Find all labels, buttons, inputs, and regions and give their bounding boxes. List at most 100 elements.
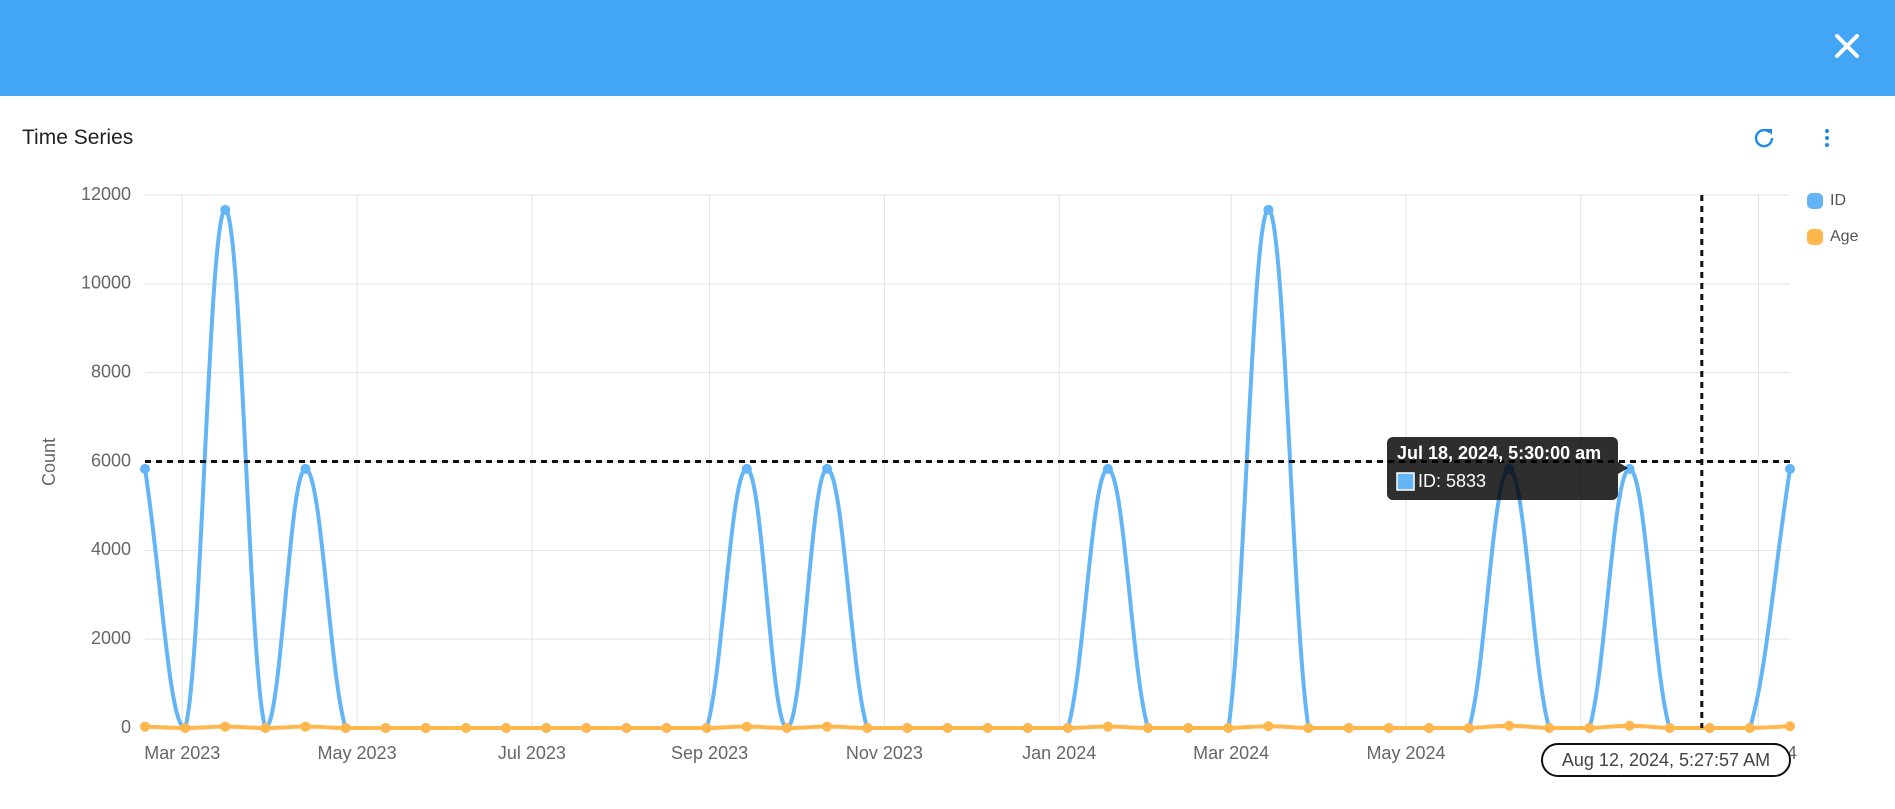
data-point (661, 723, 672, 733)
x-tick-label: Mar 2023 (144, 743, 220, 763)
data-point (621, 723, 632, 733)
y-tick-label: 4000 (91, 539, 131, 559)
data-point (460, 723, 471, 733)
data-point (781, 723, 792, 733)
menu-button[interactable] (1815, 126, 1839, 150)
data-point (621, 723, 632, 733)
data-point (1223, 723, 1234, 733)
data-point (741, 721, 752, 732)
data-point (1343, 723, 1354, 733)
data-point (1223, 723, 1234, 733)
data-point (1183, 723, 1194, 733)
data-point (1584, 723, 1595, 733)
data-point (1183, 723, 1194, 733)
data-point (1544, 723, 1555, 733)
data-point (942, 723, 953, 733)
data-point (340, 723, 351, 733)
x-tick-label: May 2024 (1366, 743, 1445, 763)
data-point (781, 723, 792, 733)
data-point (1102, 463, 1113, 474)
data-point (1464, 723, 1475, 733)
data-point (260, 723, 271, 733)
y-axis-label: Count (39, 438, 59, 486)
data-point (420, 723, 431, 733)
data-point (902, 723, 913, 733)
data-point (420, 723, 431, 733)
data-point (1383, 723, 1394, 733)
data-point (581, 723, 592, 733)
x-tick-label: Sep 2023 (671, 743, 748, 763)
data-point (1785, 463, 1795, 474)
panel-title: Time Series (22, 126, 134, 149)
data-point (1383, 723, 1394, 733)
data-point (1062, 723, 1073, 733)
x-tick-label: Mar 2024 (1193, 743, 1269, 763)
x-tick-label: Nov 2023 (846, 743, 923, 763)
data-point (1022, 723, 1033, 733)
data-point (501, 723, 512, 733)
legend-label: Age (1830, 228, 1859, 245)
data-point (340, 723, 351, 733)
data-point (1022, 723, 1033, 733)
tooltip-caret (1618, 462, 1628, 474)
data-point (942, 723, 953, 733)
refresh-button[interactable] (1752, 126, 1776, 150)
legend-swatch (1807, 229, 1823, 245)
tooltip-title: Jul 18, 2024, 5:30:00 am (1397, 443, 1601, 463)
data-point (1102, 721, 1113, 732)
data-point (1423, 723, 1434, 733)
data-point (1584, 723, 1595, 733)
data-point (380, 723, 391, 733)
data-point (1624, 463, 1635, 474)
data-point (220, 204, 231, 215)
data-point (701, 723, 712, 733)
data-point (460, 723, 471, 733)
data-point (501, 723, 512, 733)
data-point (1704, 723, 1715, 733)
data-point (1143, 723, 1154, 733)
data-point (180, 723, 191, 733)
data-point (741, 463, 752, 474)
x-tick-label: Sep 2024 (1720, 743, 1797, 763)
data-point (260, 723, 271, 733)
data-point (541, 723, 552, 733)
data-point (1504, 463, 1515, 474)
data-point (541, 723, 552, 733)
y-tick-label: 12000 (81, 184, 131, 204)
data-point (822, 463, 833, 474)
y-tick-label: 0 (121, 717, 131, 737)
legend-swatch (1807, 193, 1823, 209)
data-point (1343, 723, 1354, 733)
tooltip-box (1387, 437, 1618, 500)
data-point (581, 723, 592, 733)
data-point (1464, 723, 1475, 733)
data-point (1303, 723, 1314, 733)
data-point (140, 721, 150, 732)
data-point (1544, 723, 1555, 733)
data-point (1704, 723, 1715, 733)
crosshair-badge (1541, 743, 1791, 777)
tooltip: Jul 18, 2024, 5:30:00 am ID: 5833 (1387, 437, 1628, 500)
data-point (1664, 723, 1675, 733)
data-point (1624, 720, 1635, 731)
data-point (701, 723, 712, 733)
data-point (220, 721, 231, 732)
data-point (380, 723, 391, 733)
x-tick-label: Jan 2024 (1022, 743, 1096, 763)
data-point (661, 723, 672, 733)
close-button[interactable] (1827, 26, 1867, 66)
y-tick-label: 6000 (91, 450, 131, 470)
data-point (1303, 723, 1314, 733)
data-point (902, 723, 913, 733)
data-point (1785, 721, 1795, 732)
data-point (300, 463, 311, 474)
tooltip-swatch (1396, 472, 1415, 491)
y-tick-label: 8000 (91, 361, 131, 381)
data-point (862, 723, 873, 733)
data-point (1263, 721, 1274, 732)
series-line (144, 723, 1791, 731)
data-point (1143, 723, 1154, 733)
dialog-header (0, 0, 1895, 96)
